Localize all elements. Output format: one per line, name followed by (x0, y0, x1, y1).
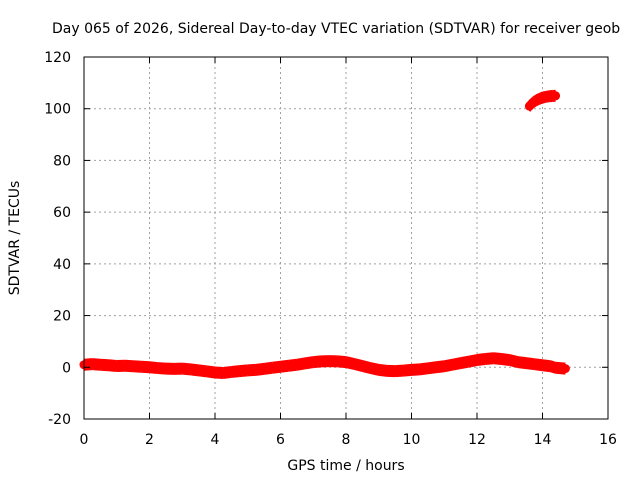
data-point (551, 91, 560, 100)
x-tick-label: 8 (342, 432, 351, 448)
y-tick-labels: -20 0 20 40 60 80 100 120 (44, 50, 71, 428)
x-tick-label: 0 (80, 432, 89, 448)
x-tick-label: 2 (145, 432, 154, 448)
y-tick-label: 20 (53, 309, 71, 325)
data-points (79, 89, 570, 379)
y-tick-label: -20 (48, 412, 71, 428)
x-tick-label: 16 (599, 432, 617, 448)
x-tick-label: 10 (403, 432, 421, 448)
axis-ticks (83, 56, 609, 420)
x-axis-label: GPS time / hours (287, 458, 404, 474)
y-tick-label: 120 (44, 50, 71, 66)
y-tick-label: 0 (62, 360, 71, 376)
y-tick-label: 60 (53, 205, 71, 221)
chart-title: Day 065 of 2026, Sidereal Day-to-day VTE… (52, 21, 620, 37)
data-point (561, 364, 570, 373)
x-tick-labels: 0 2 4 6 8 10 12 14 16 (80, 432, 617, 448)
y-tick-label: 80 (53, 153, 71, 169)
x-tick-label: 6 (276, 432, 285, 448)
x-tick-label: 12 (468, 432, 486, 448)
y-tick-label: 100 (44, 102, 71, 118)
x-tick-label: 4 (211, 432, 220, 448)
y-tick-label: 40 (53, 257, 71, 273)
x-tick-label: 14 (534, 432, 552, 448)
y-axis-label: SDTVAR / TECUs (7, 181, 23, 296)
